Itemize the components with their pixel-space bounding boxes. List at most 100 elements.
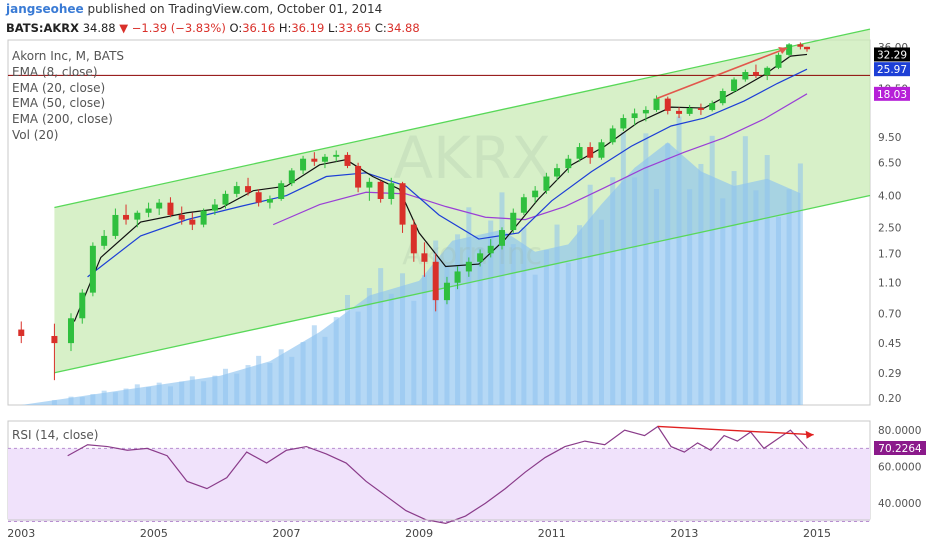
volume-bar <box>488 220 494 405</box>
candle-body <box>565 158 572 169</box>
volume-bar <box>632 177 638 405</box>
price-badge <box>874 62 910 77</box>
candle-body <box>554 168 561 177</box>
volume-bar <box>554 224 560 405</box>
price-badge-label: 25.97 <box>877 64 907 76</box>
price-tick-label: 1.10 <box>878 278 901 290</box>
volume-bar <box>433 240 439 405</box>
high-label: H: <box>278 21 292 35</box>
volume-bar <box>444 265 450 405</box>
candle-body <box>101 235 108 246</box>
rsi-line <box>67 425 808 524</box>
symbol[interactable]: BATS:AKRX <box>6 21 80 35</box>
volume-bar <box>477 247 483 405</box>
volume-bar <box>146 387 152 405</box>
candle-body <box>432 261 439 301</box>
price-badge-label: 32.29 <box>877 49 907 61</box>
volume-bar <box>466 207 472 405</box>
volume-bar <box>643 133 649 405</box>
volume-bar <box>797 163 803 405</box>
candle-body <box>266 198 273 203</box>
price-tick-label: 0.20 <box>878 393 901 405</box>
volume-bar <box>577 225 583 405</box>
candle-body <box>543 176 550 191</box>
candle-body <box>288 170 295 184</box>
candle-body <box>321 156 328 162</box>
legend-ema8[interactable]: EMA (8, close) <box>12 64 98 79</box>
candle-body <box>731 79 738 91</box>
candle-body <box>300 158 307 171</box>
legend-rsi[interactable]: RSI (14, close) <box>12 428 99 442</box>
author-link[interactable]: jangseohee <box>6 2 84 16</box>
last-price: 34.88 <box>82 21 116 35</box>
volume-bar <box>720 198 726 405</box>
legend-ema50[interactable]: EMA (50, close) <box>12 96 106 111</box>
published-text: published on TradingView.com, October 01… <box>87 2 383 16</box>
candle-body <box>222 193 229 205</box>
volume-bar <box>499 192 505 405</box>
candle-body <box>454 271 461 283</box>
price-tick-label: 0.45 <box>878 338 901 350</box>
volume-bar <box>676 116 682 405</box>
price-change: ▼ −1.39 (−3.83%) <box>119 21 226 35</box>
volume-bar <box>51 400 57 405</box>
volume-bar <box>311 325 317 405</box>
candle-body <box>178 214 185 220</box>
volume-bar <box>598 219 604 405</box>
ema8-line <box>73 53 808 322</box>
candle-body <box>576 147 583 159</box>
time-tick-label: 2005 <box>140 527 168 540</box>
candle-body <box>664 98 671 111</box>
channel-lower-line <box>54 194 871 374</box>
regression-channel-fill <box>54 29 870 373</box>
volume-bar <box>532 274 538 405</box>
candle-body <box>410 224 417 254</box>
indicator-legend: Akorn Inc, M, BATS EMA (8, close) EMA (2… <box>12 49 124 144</box>
legend-vol[interactable]: Vol (20) <box>12 127 59 142</box>
price-badge-label: 18.03 <box>877 89 907 101</box>
candle-body <box>377 181 384 199</box>
candle-body <box>676 110 683 114</box>
header-line: jangseohee published on TradingView.com,… <box>6 2 382 16</box>
volume-bar <box>300 342 306 405</box>
candle-body <box>520 197 527 213</box>
volume-bar <box>543 249 549 405</box>
candle-body <box>697 108 704 110</box>
volume-bar <box>267 362 273 405</box>
volume-bar <box>521 227 527 405</box>
candle-body <box>255 192 262 203</box>
volume-bar <box>355 311 361 405</box>
volume-bar <box>212 375 218 405</box>
volume-bar <box>400 273 406 405</box>
candle-body <box>51 335 58 344</box>
candles-layer <box>18 42 811 381</box>
time-tick-label: 2003 <box>7 527 35 540</box>
candle-body <box>211 204 218 211</box>
volume-bar <box>421 275 427 405</box>
volume-bar <box>234 373 240 405</box>
legend-ema20[interactable]: EMA (20, close) <box>12 80 106 95</box>
candle-body <box>587 147 594 158</box>
ema50-line <box>272 93 808 226</box>
candle-body <box>18 329 25 336</box>
legend-ema200[interactable]: EMA (200, close) <box>12 112 113 127</box>
legend-title[interactable]: Akorn Inc, M, BATS <box>12 49 125 63</box>
volume-bar <box>388 293 394 405</box>
volume-bar <box>344 294 350 405</box>
open-value: 36.16 <box>242 21 276 35</box>
candle-body <box>709 103 716 110</box>
candle-body <box>167 202 174 215</box>
volume-bar <box>256 355 262 405</box>
candle-body <box>653 98 660 110</box>
volume-bar <box>245 365 251 405</box>
low-label: L: <box>327 21 339 35</box>
candle-body <box>786 44 793 55</box>
volume-bar <box>278 349 284 405</box>
candle-body <box>79 292 86 319</box>
price-badge <box>874 86 910 101</box>
volume-bar <box>731 171 737 405</box>
time-tick-label: 2007 <box>272 527 300 540</box>
rsi-tick-label: 40.0000 <box>878 498 921 510</box>
candle-body <box>333 154 340 157</box>
